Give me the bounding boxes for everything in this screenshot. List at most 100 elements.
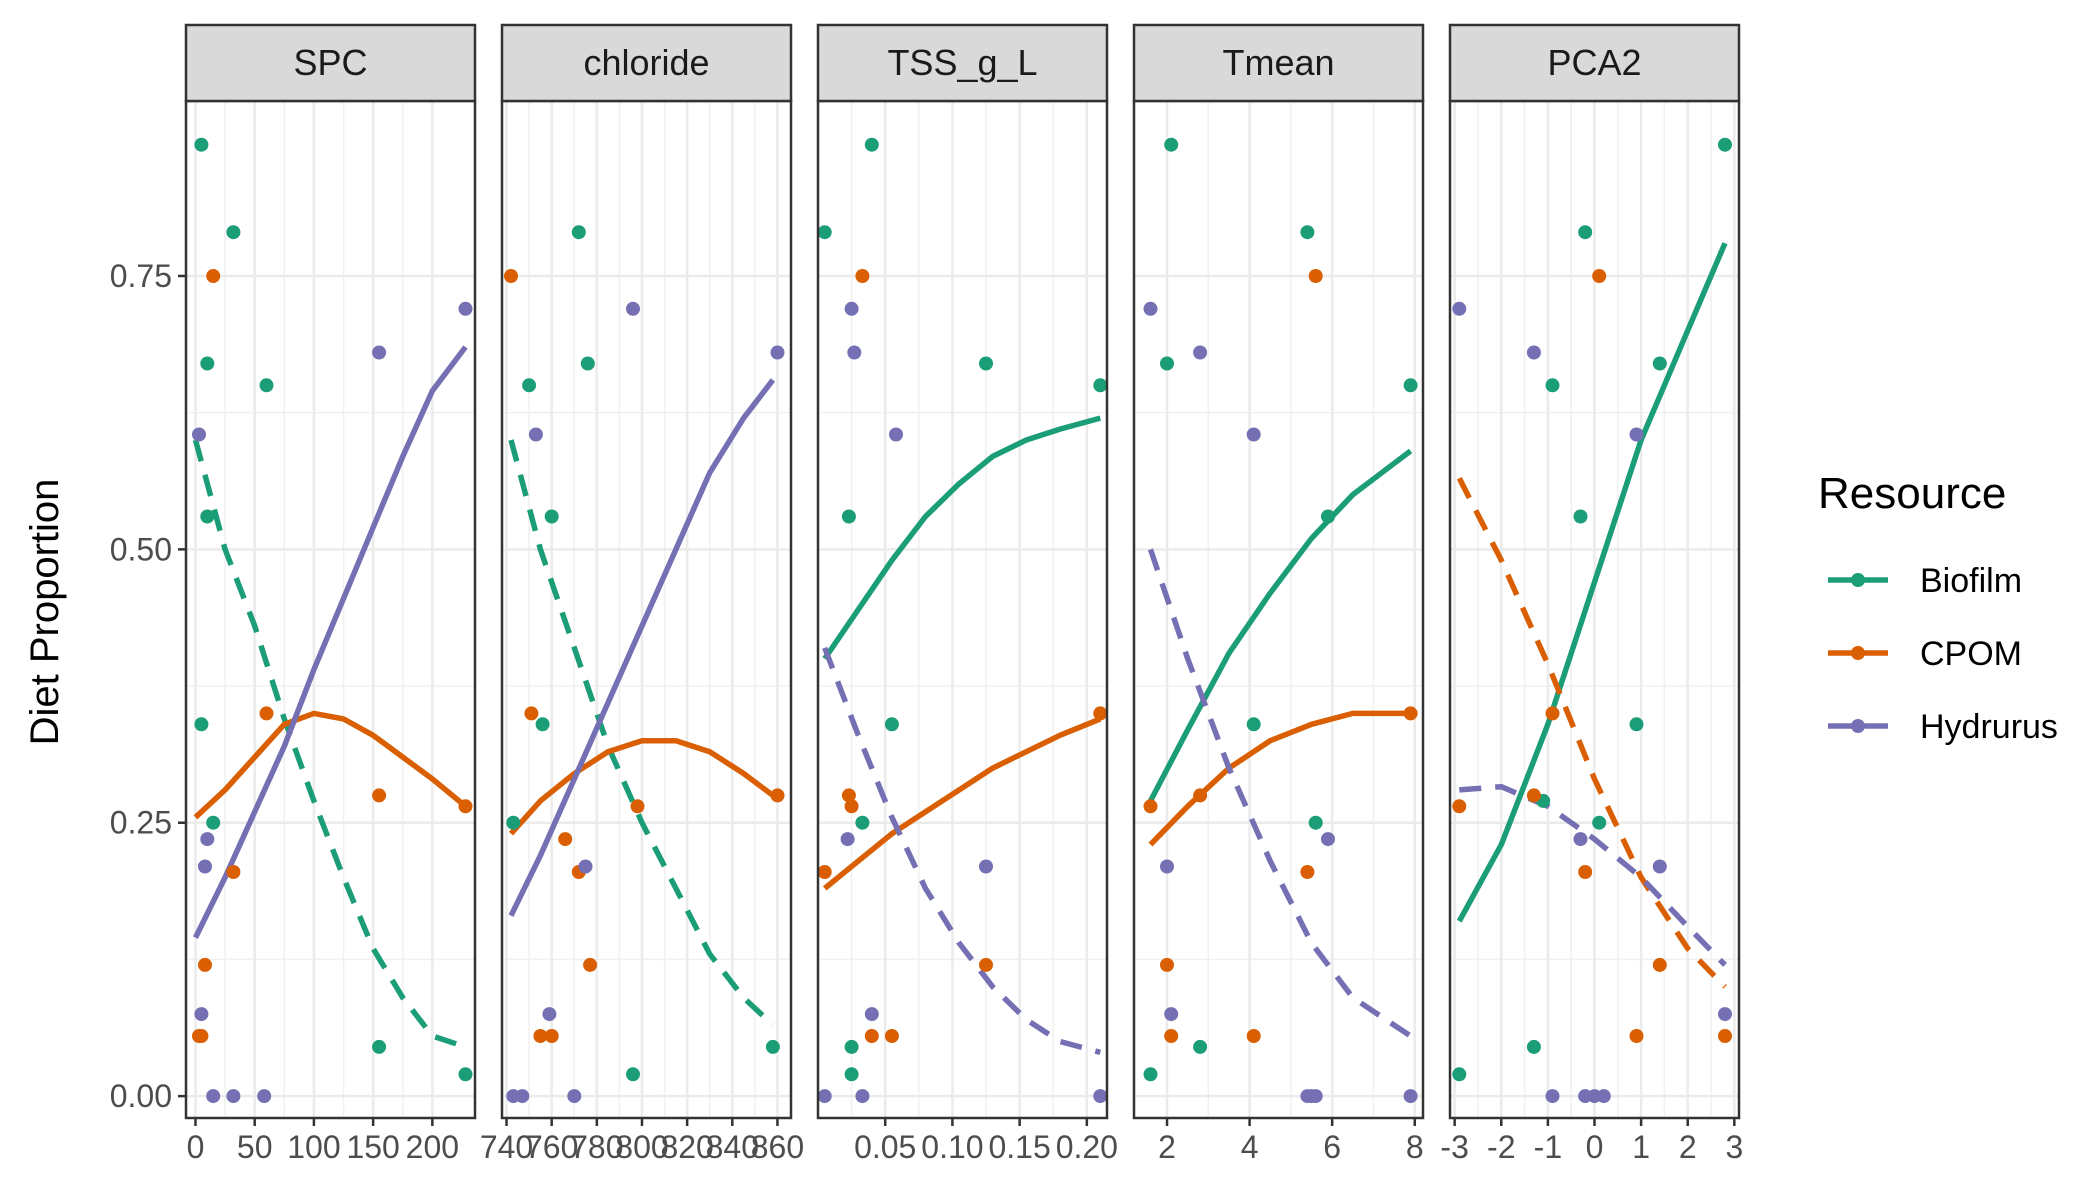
point-hydrurus (1164, 1007, 1179, 1022)
point-hydrurus (1321, 832, 1335, 847)
point-cpom (770, 788, 785, 803)
panel-background (1134, 101, 1423, 1118)
point-cpom (1300, 865, 1315, 879)
point-cpom (524, 706, 539, 721)
fit-line-hydrurus (193, 345, 468, 939)
panel-tmean: Tmean 2 4 6 8 (1132, 23, 1425, 1165)
point-cpom (864, 1029, 879, 1043)
legend: Resource Biofilm CPOM Hydrurus (1818, 469, 2058, 746)
legend-key-point (1851, 719, 1865, 733)
x-tick-label: 820 (660, 1129, 713, 1165)
x-tick-label: 150 (346, 1129, 399, 1165)
x-tick-label: 740 (480, 1129, 533, 1165)
point-hydrurus (1160, 859, 1174, 874)
point-biofilm (1545, 378, 1560, 393)
point-hydrurus (226, 1089, 241, 1104)
point-cpom (1246, 1029, 1261, 1043)
point-biofilm (506, 815, 521, 830)
point-hydrurus (458, 301, 473, 316)
point-biofilm (1452, 1067, 1467, 1082)
point-biofilm (194, 137, 209, 152)
point-biofilm (194, 717, 209, 732)
x-tick-label: 800 (615, 1129, 668, 1165)
x-tick-label: 6 (1323, 1129, 1341, 1165)
point-biofilm (841, 509, 856, 524)
point-biofilm (1193, 1039, 1208, 1054)
point-hydrurus (1545, 1089, 1560, 1104)
point-hydrurus (855, 1089, 870, 1104)
point-biofilm (979, 356, 993, 371)
point-cpom (1718, 1029, 1732, 1043)
point-cpom (979, 957, 993, 972)
strip-label-pca2: PCA2 (1547, 42, 1641, 83)
strip-background (1448, 23, 1741, 103)
point-cpom (817, 865, 832, 879)
point-hydrurus (844, 301, 859, 316)
point-cpom (458, 799, 473, 814)
fit-line-biofilm (1456, 242, 1728, 923)
point-hydrurus (206, 1089, 221, 1104)
strip-label-tmean: Tmean (1222, 42, 1334, 83)
point-cpom (1545, 706, 1560, 721)
fit-line-cpom (1148, 710, 1411, 847)
strip-label-tss-g-l: TSS_g_L (887, 42, 1037, 83)
point-biofilm (884, 717, 899, 732)
point-hydrurus (1193, 345, 1208, 360)
point-cpom (1452, 799, 1467, 814)
point-cpom (844, 799, 859, 814)
point-hydrurus (1403, 1089, 1418, 1104)
point-cpom (206, 269, 221, 283)
point-hydrurus (200, 832, 215, 847)
x-tick-label: 50 (237, 1129, 273, 1165)
point-biofilm (817, 225, 832, 240)
point-biofilm (259, 378, 274, 393)
point-hydrurus (770, 345, 785, 360)
point-hydrurus (372, 345, 387, 360)
point-hydrurus (515, 1089, 530, 1104)
point-biofilm (535, 717, 550, 732)
fit-line-hydrurus (508, 378, 776, 917)
point-hydrurus (1308, 1089, 1323, 1104)
point-cpom (1526, 788, 1541, 803)
point-biofilm (1652, 356, 1667, 371)
fit-line-hydrurus (822, 646, 1102, 1056)
panel-background (186, 101, 475, 1118)
point-biofilm (1300, 225, 1315, 240)
point-cpom (1308, 269, 1323, 283)
fit-line-hydrurus (1147, 548, 1413, 1039)
point-biofilm (855, 815, 870, 830)
legend-label: Biofilm (1920, 562, 2022, 600)
point-biofilm (206, 815, 221, 830)
y-tick-label: 0.50 (110, 531, 172, 567)
fit-line-cpom (193, 710, 468, 820)
point-biofilm (864, 137, 879, 152)
fit-line-cpom (1456, 477, 1727, 989)
point-biofilm (522, 378, 537, 393)
x-tick-label: 760 (525, 1129, 578, 1165)
y-axis-title: Diet Proportion (23, 479, 67, 746)
point-biofilm (1592, 815, 1607, 830)
point-cpom (1093, 706, 1108, 721)
legend-label: CPOM (1920, 635, 2022, 673)
strip-label-spc: SPC (293, 42, 367, 83)
fit-line-biofilm (508, 439, 775, 1028)
point-cpom (1160, 957, 1174, 972)
panel-spc: SPC 0 50 100 150 200 0.00 0.25 0.50 0.75 (110, 23, 477, 1165)
point-biofilm (544, 509, 559, 524)
fit-line-cpom (508, 737, 775, 836)
point-cpom (504, 269, 518, 283)
point-biofilm (372, 1039, 387, 1054)
point-cpom (1143, 799, 1158, 814)
point-cpom (1629, 1029, 1644, 1043)
point-biofilm (1321, 509, 1335, 524)
fit-line-cpom (822, 716, 1102, 891)
point-cpom (372, 788, 387, 803)
point-biofilm (1718, 137, 1732, 152)
x-tick-label: 0.05 (854, 1129, 916, 1165)
point-cpom (884, 1029, 899, 1043)
x-tick-label: -3 (1440, 1129, 1468, 1165)
point-hydrurus (1093, 1089, 1108, 1104)
point-cpom (226, 865, 241, 879)
x-tick-label: 200 (406, 1129, 459, 1165)
